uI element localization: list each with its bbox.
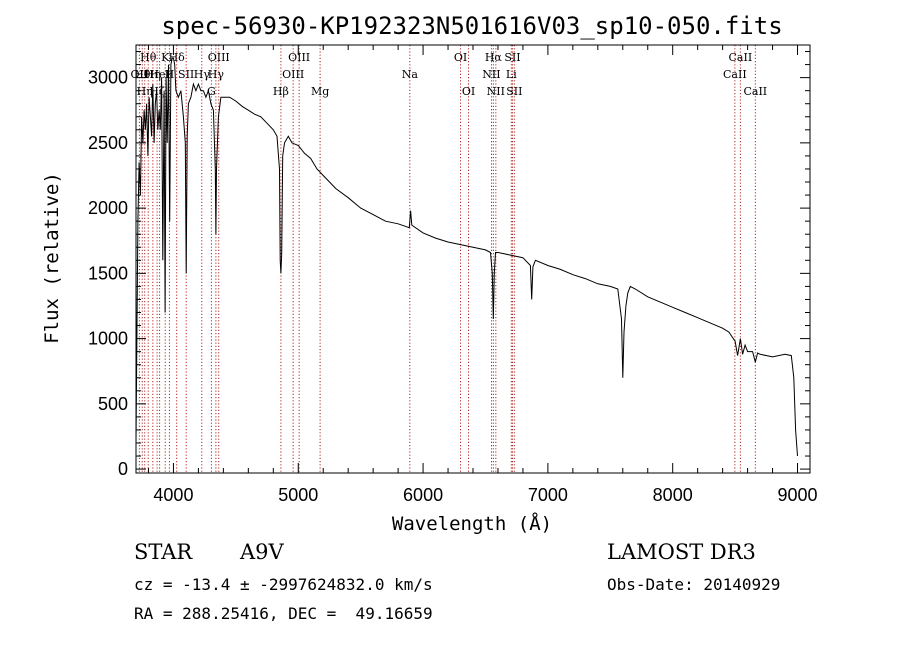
x-tick-label: 8000 [653,485,693,505]
line-marker-label: SII [504,51,520,64]
object-class: STAR [134,540,193,564]
y-axis-ticks: 0 500 1000 1500 2000 2500 3000 [88,51,810,479]
observation-date: Obs-Date: 20140929 [607,575,781,594]
x-tick-label: 5000 [278,485,318,505]
x-tick-label: 9000 [777,485,817,505]
line-marker-label: Hβ [273,85,289,98]
line-marker-label: SII [178,68,194,81]
survey-name: LAMOST DR3 [607,540,756,564]
line-marker-label: Hδ [169,51,186,64]
y-tick-label: 0 [118,459,128,479]
ra-dec-coordinates: RA = 288.25416, DEC = 49.16659 [134,604,433,623]
line-marker-label: Li [506,68,517,81]
line-marker-label: K [161,51,170,64]
line-marker-label: OI [462,85,475,98]
line-marker-label: G [207,85,216,98]
line-marker-label: CaII [743,85,767,98]
y-tick-label: 2000 [88,198,128,218]
line-marker-label: Hη [137,85,153,98]
line-marker-label: HeI [149,68,169,81]
line-marker-label: Mg [311,85,329,98]
x-tick-label: 4000 [153,485,193,505]
line-marker-label: OI [454,51,467,64]
line-marker-label: Hη [145,68,161,81]
object-subclass: A9V [240,540,284,564]
spectrum-line [135,57,798,457]
y-tick-label: 1000 [88,329,128,349]
line-marker-label: SII [506,85,522,98]
line-marker-label: OIII [288,51,310,64]
redshift-velocity: cz = -13.4 ± -2997624832.0 km/s [134,575,433,594]
plot-frame [135,44,811,474]
line-marker-label: CaII [723,68,747,81]
line-marker-label: H [165,68,175,81]
line-marker-label: Na [402,68,419,81]
line-marker-label: OIII [282,68,304,81]
x-axis-label: Wavelength (Å) [392,512,552,535]
line-marker-label: Hθ [140,51,157,64]
line-marker-label: Hγ [194,68,211,81]
x-tick-label: 7000 [528,485,568,505]
line-marker-label: NII [487,85,505,98]
line-marker-label: OIII [208,51,230,64]
y-tick-label: 2500 [88,133,128,153]
y-tick-label: 3000 [88,68,128,88]
y-tick-label: 1500 [88,263,128,283]
line-marker-label: Hγ [208,68,225,81]
chart-title: spec-56930-KP192323N501616V03_sp10-050.f… [161,12,782,40]
x-tick-label: 6000 [403,485,443,505]
line-marker-label: Hα [485,51,503,64]
x-axis-ticks: 4000 5000 6000 7000 8000 9000 [147,45,818,505]
y-axis-label: Flux (relative) [41,172,63,344]
y-tick-label: 500 [98,394,128,414]
line-marker-label: CaII [729,51,753,64]
emission-line-markers [138,45,756,473]
line-marker-label: NII [482,68,500,81]
